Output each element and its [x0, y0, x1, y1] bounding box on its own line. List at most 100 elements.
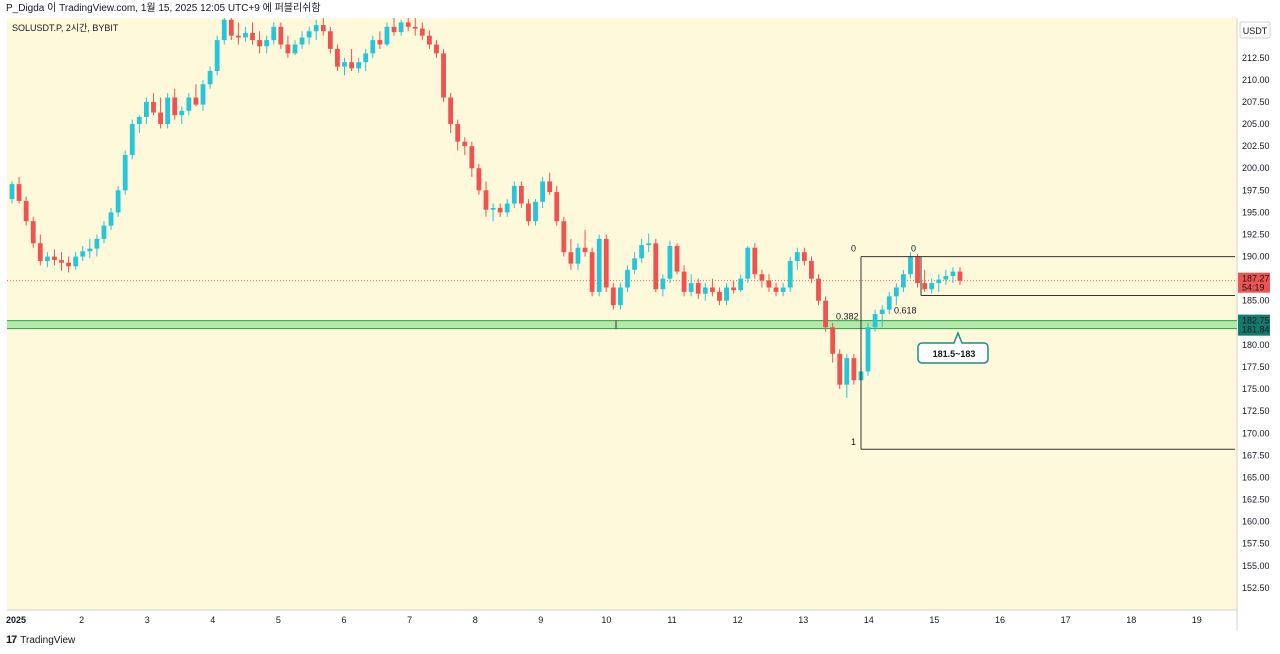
candle: [547, 172, 553, 195]
candle-body: [766, 280, 772, 288]
time-tick-label: 16: [995, 615, 1005, 625]
candle: [136, 115, 142, 133]
candle: [398, 19, 404, 36]
candle-body: [483, 190, 489, 210]
candle: [801, 247, 807, 266]
price-axis[interactable]: 152.50 155.00 157.50 160.00 162.50 165.00 167.…: [1238, 31, 1270, 593]
candle: [526, 199, 531, 226]
candle-body: [603, 238, 609, 288]
time-tick-label: 12: [733, 615, 743, 625]
zone-bottom-badge: [1238, 323, 1270, 336]
candle-body: [455, 124, 461, 142]
candle: [391, 18, 397, 36]
candle-body: [752, 247, 758, 275]
fib-label-1: 1: [851, 437, 856, 447]
candle-body: [285, 44, 291, 54]
price-tick-label: 185.00: [1242, 296, 1270, 306]
candle: [695, 278, 701, 299]
time-tick-label: 11: [667, 615, 676, 625]
candle-body: [158, 112, 163, 125]
candle-body: [257, 40, 263, 47]
candle-body: [610, 287, 616, 306]
candle-body: [759, 274, 765, 281]
candle-body: [250, 33, 255, 41]
candle-body: [419, 28, 425, 36]
candle: [929, 278, 935, 294]
zone-top-label: 182.75: [1242, 316, 1270, 326]
candle: [122, 150, 128, 195]
countdown-label: 54:19: [1242, 283, 1265, 293]
candle: [830, 322, 836, 363]
tradingview-logo-icon[interactable]: 17: [6, 634, 17, 646]
price-tick-label: 172.50: [1242, 406, 1270, 416]
candle-body: [582, 247, 588, 253]
candle-body: [908, 256, 913, 275]
candle-body: [745, 247, 751, 279]
candle: [476, 163, 482, 195]
fib-label-0618: 0.618: [894, 306, 917, 316]
candle-body: [214, 40, 220, 72]
candle: [235, 22, 241, 45]
footer-brand[interactable]: TradingView: [20, 634, 76, 646]
time-axis[interactable]: 2025 2 3 4 5 6 7 8 9 10 11 12 13 14 15 16 17 18 19: [6, 615, 1202, 625]
candle: [448, 93, 454, 133]
candle-body: [73, 256, 79, 267]
candle-body: [688, 283, 694, 292]
candle: [52, 249, 57, 266]
candle: [412, 18, 418, 36]
candle: [709, 278, 715, 297]
candle-body: [122, 154, 128, 191]
candle-body: [865, 327, 871, 372]
candle-body: [377, 40, 383, 45]
candle: [243, 26, 248, 42]
candle-body: [335, 48, 340, 67]
candle-body: [59, 260, 64, 263]
candle: [66, 256, 72, 273]
candle: [101, 221, 107, 244]
candles: [9, 18, 963, 398]
candle-body: [101, 225, 107, 239]
candle: [851, 353, 857, 385]
price-tick-label: 210.00: [1242, 75, 1270, 85]
candle: [129, 119, 135, 160]
candle: [893, 283, 899, 306]
candle-body: [922, 283, 928, 290]
candle: [653, 238, 659, 292]
candle-body: [342, 62, 347, 67]
candle-body: [695, 283, 701, 294]
candle-body: [136, 116, 142, 125]
zone-top-badge: [1238, 314, 1270, 327]
time-tick-label: 19: [1192, 615, 1202, 625]
current-price-label: 187.27: [1242, 274, 1270, 284]
price-tick-label: 165.00: [1242, 472, 1270, 482]
candle: [426, 30, 432, 49]
candle-body: [533, 201, 538, 222]
fib-label-0: 0: [851, 244, 856, 254]
candle: [745, 245, 751, 284]
candle-body: [851, 358, 857, 381]
current-price-badge: [1238, 272, 1270, 293]
candle: [278, 22, 284, 49]
candle-body: [681, 271, 687, 292]
candle-body: [787, 260, 793, 288]
candle-body: [596, 238, 602, 292]
candle: [582, 230, 588, 257]
currency-label: USDT: [1243, 26, 1268, 36]
candle-body: [23, 200, 29, 222]
zone-callout-box: [917, 330, 989, 364]
currency-box[interactable]: [1239, 21, 1271, 39]
candle-body: [632, 258, 637, 270]
candle-body: [476, 168, 482, 191]
candle: [87, 238, 93, 259]
candle-body: [625, 269, 630, 288]
candle: [115, 185, 121, 217]
candle: [724, 283, 729, 306]
candle: [271, 22, 277, 45]
candle: [483, 181, 489, 217]
candle: [370, 35, 376, 58]
candle: [419, 22, 425, 41]
candle: [809, 256, 814, 284]
candle: [193, 84, 199, 107]
price-tick-label: 180.00: [1242, 340, 1270, 350]
